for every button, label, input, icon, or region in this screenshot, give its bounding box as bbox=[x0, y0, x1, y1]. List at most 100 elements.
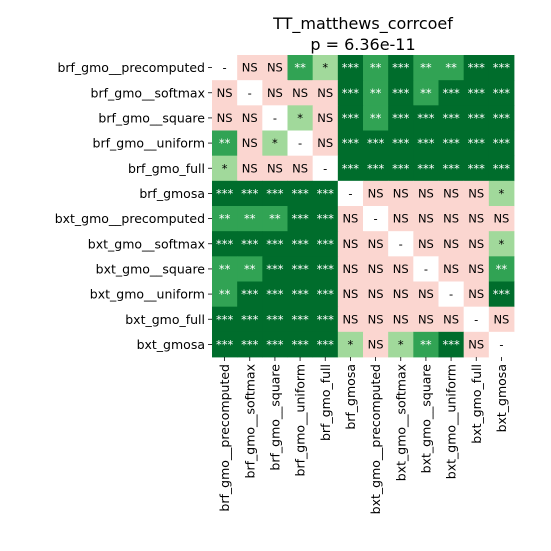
heatmap-cell bbox=[262, 281, 288, 308]
heatmap-cell bbox=[413, 55, 439, 81]
heatmap-cell bbox=[463, 256, 490, 282]
heatmap-cell-label: NS bbox=[267, 61, 283, 75]
y-tick-label: brf_gmo_full bbox=[128, 161, 205, 176]
heatmap-cell-label: ** bbox=[496, 262, 508, 276]
heatmap-cell-label: NS bbox=[468, 287, 484, 301]
heatmap-cell bbox=[237, 130, 263, 157]
y-tick-label: bxt_gmo__square bbox=[96, 261, 206, 276]
x-tick-label: bxt_gmo__square bbox=[418, 364, 433, 474]
heatmap-cell-label: ** bbox=[445, 61, 457, 75]
heatmap-cell-label: *** bbox=[342, 111, 360, 125]
heatmap-cell bbox=[262, 55, 288, 81]
x-tick-label: bxt_gmo_full bbox=[469, 364, 484, 444]
heatmap-cell bbox=[438, 206, 465, 232]
heatmap-cell-label: *** bbox=[392, 136, 410, 150]
heatmap-cells: - NS NS ** * *** ** *** ** ** *** ***NS - NS NS NS *** **… bbox=[212, 55, 515, 358]
x-tick-label: bxt_gmo__softmax bbox=[393, 364, 408, 481]
heatmap-cell bbox=[212, 80, 238, 106]
heatmap-cell bbox=[388, 155, 414, 182]
heatmap-cell-label: NS bbox=[317, 136, 333, 150]
heatmap-cell bbox=[438, 105, 465, 131]
heatmap-cell-label: NS bbox=[418, 186, 434, 200]
heatmap-cell-label: NS bbox=[393, 212, 409, 226]
heatmap-cell bbox=[363, 331, 389, 358]
heatmap-cell-label: - bbox=[374, 212, 378, 226]
heatmap-cell-label: - bbox=[323, 161, 327, 175]
heatmap-cell bbox=[287, 55, 314, 81]
heatmap-cell bbox=[337, 80, 364, 106]
heatmap-cell-label: - bbox=[424, 262, 428, 276]
heatmap-cell bbox=[438, 55, 465, 81]
heatmap-cell-label: * bbox=[322, 61, 328, 75]
heatmap-cell bbox=[237, 306, 263, 333]
heatmap-cell bbox=[488, 206, 515, 232]
heatmap-cell bbox=[287, 256, 314, 282]
heatmap-cell-label: *** bbox=[392, 111, 410, 125]
y-tick-labels: brf_gmo__precomputed brf_gmo__softmax brf_… bbox=[55, 60, 212, 352]
heatmap-cell-label: *** bbox=[317, 186, 335, 200]
heatmap-cell-label: - bbox=[399, 237, 403, 251]
heatmap-cell-label: - bbox=[449, 287, 453, 301]
heatmap-cell bbox=[237, 256, 263, 282]
heatmap-cell-label: *** bbox=[417, 136, 435, 150]
heatmap-cell bbox=[463, 206, 490, 232]
heatmap-cell bbox=[388, 256, 414, 282]
heatmap-cell-label: *** bbox=[342, 161, 360, 175]
heatmap-cell-label: NS bbox=[418, 312, 434, 326]
heatmap-cell-label: NS bbox=[368, 262, 384, 276]
x-tick-label: brf_gmo_full bbox=[318, 364, 333, 441]
heatmap-cell bbox=[413, 155, 439, 182]
heatmap-cell-label: NS bbox=[468, 237, 484, 251]
heatmap-cell-label: *** bbox=[392, 161, 410, 175]
heatmap-cell bbox=[287, 281, 314, 308]
heatmap-cell bbox=[413, 206, 439, 232]
heatmap-cell-label: *** bbox=[342, 86, 360, 100]
heatmap-cell-label: NS bbox=[267, 86, 283, 100]
heatmap-cell-label: NS bbox=[342, 212, 358, 226]
heatmap-cell bbox=[212, 231, 238, 257]
heatmap-cell-label: ** bbox=[420, 337, 432, 351]
y-tick-label: bxt_gmo__uniform bbox=[90, 287, 205, 302]
heatmap-cell-label: NS bbox=[342, 262, 358, 276]
heatmap-cell-label: *** bbox=[241, 337, 259, 351]
heatmap-cell-label: *** bbox=[442, 337, 460, 351]
heatmap-cell bbox=[388, 180, 414, 207]
chart-title: TT_matthews_corrcoef bbox=[272, 14, 453, 34]
heatmap-cell-label: *** bbox=[241, 186, 259, 200]
heatmap-cell-label: * bbox=[398, 337, 404, 351]
heatmap-cell-label: NS bbox=[317, 86, 333, 100]
heatmap-cell-label: *** bbox=[291, 337, 309, 351]
heatmap-cell-label: *** bbox=[266, 287, 284, 301]
heatmap-cell-label: - bbox=[223, 61, 227, 75]
heatmap-cell bbox=[262, 306, 288, 333]
heatmap-cell bbox=[488, 256, 515, 282]
heatmap-cell bbox=[212, 281, 238, 308]
heatmap-cell-label: NS bbox=[418, 237, 434, 251]
heatmap-cell-label: NS bbox=[443, 262, 459, 276]
heatmap-cell bbox=[388, 105, 414, 131]
heatmap-cell-label: NS bbox=[368, 312, 384, 326]
heatmap-cell bbox=[438, 331, 465, 358]
heatmap-cell bbox=[363, 231, 389, 257]
heatmap-cell bbox=[337, 256, 364, 282]
heatmap-cell bbox=[337, 130, 364, 157]
heatmap-cell-label: *** bbox=[367, 161, 385, 175]
heatmap-cell bbox=[237, 231, 263, 257]
heatmap-cell bbox=[363, 256, 389, 282]
heatmap-cell bbox=[312, 281, 339, 308]
x-tick-label: brf_gmo__softmax bbox=[242, 364, 257, 478]
heatmap-cell bbox=[463, 231, 490, 257]
heatmap-cell bbox=[212, 130, 238, 157]
y-tick-label: brf_gmo__square bbox=[98, 110, 205, 125]
y-tick-label: bxt_gmo_full bbox=[125, 312, 205, 327]
x-tick-label: bxt_gmosa bbox=[494, 364, 509, 432]
heatmap-cell bbox=[312, 80, 339, 106]
heatmap-cell bbox=[312, 180, 339, 207]
heatmap-cell bbox=[337, 231, 364, 257]
heatmap-cell-label: ** bbox=[219, 262, 231, 276]
heatmap-cell-label: *** bbox=[493, 136, 511, 150]
heatmap-cell bbox=[438, 180, 465, 207]
heatmap-cell bbox=[287, 231, 314, 257]
heatmap-cell bbox=[463, 80, 490, 106]
heatmap-cell-label: NS bbox=[242, 111, 258, 125]
